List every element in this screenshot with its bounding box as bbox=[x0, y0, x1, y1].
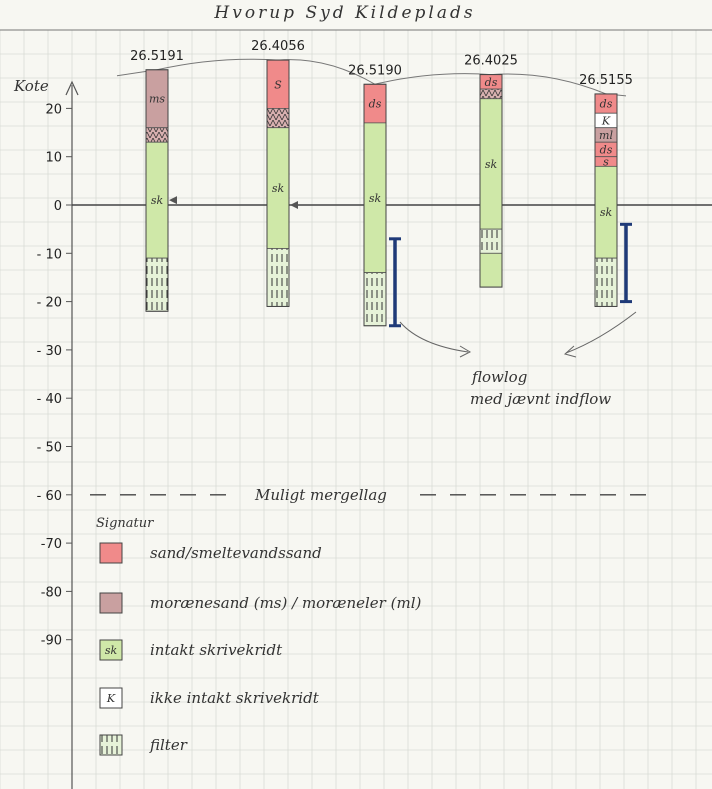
legend-swatch-skrivekridt bbox=[99, 639, 123, 661]
layer-moraene_mark bbox=[145, 127, 169, 143]
layer-filter bbox=[363, 272, 387, 327]
layer-filter bbox=[145, 257, 169, 312]
annotations: flowlog med jævnt indflow Muligt mergellag bbox=[90, 311, 650, 504]
layer-filter bbox=[479, 228, 503, 254]
axis-tick-label: -90 bbox=[41, 634, 62, 649]
boreholes: 26.5191 ms sk 26.4056 Ssk 26.5190 ds sk 26.4025 d… bbox=[130, 39, 633, 328]
layer-label: ml bbox=[599, 129, 613, 142]
flowlog-arrow-icon bbox=[565, 311, 637, 354]
borehole-26-5190: 26.5190 ds sk bbox=[348, 63, 402, 328]
layer-filter bbox=[594, 257, 618, 307]
axis-tick-label: 20 bbox=[45, 102, 62, 117]
legend: Signatur sand/smeltevandssand morænesand (… bbox=[96, 516, 421, 756]
layer-label: sk bbox=[600, 206, 613, 219]
axis-tick-label: - 20 bbox=[37, 296, 62, 311]
water-level-marker-icon bbox=[169, 196, 177, 205]
legend-item-label: morænesand (ms) / moræneler (ml) bbox=[150, 594, 421, 612]
borehole-outline bbox=[479, 74, 503, 288]
layer-label: ms bbox=[149, 93, 165, 106]
axis-arrow-icon bbox=[65, 80, 79, 96]
axis-label: Kote bbox=[13, 77, 49, 95]
layer-label: ds bbox=[600, 98, 613, 111]
flowlog-note-line1: flowlog bbox=[471, 368, 527, 386]
axis-tick-label: -70 bbox=[41, 537, 62, 552]
borehole-26-4056: 26.4056 Ssk bbox=[251, 39, 305, 307]
borehole-id-label: 26.5190 bbox=[348, 63, 402, 78]
arrow-head-icon bbox=[459, 345, 472, 358]
kote-axis: Kote 20 10 0 - 10 - 20 - 30 - 40 - 50 - 60 -70 -80 -… bbox=[13, 77, 712, 789]
legend-swatch-moraene bbox=[99, 592, 123, 614]
layer-moraene_mark bbox=[266, 108, 290, 129]
layer-label: K bbox=[601, 114, 611, 127]
arrow-head-icon bbox=[563, 345, 577, 358]
layer-skrivekridt bbox=[479, 252, 503, 288]
borehole-id-label: 26.5191 bbox=[130, 49, 184, 64]
legend-item-label: intakt skrivekridt bbox=[150, 641, 283, 659]
borehole-26-4025: 26.4025 ds sk bbox=[464, 54, 518, 288]
layer-label: ds bbox=[485, 76, 498, 89]
legend-swatch-filter bbox=[99, 734, 123, 756]
legend-item-label: sand/smeltevandssand bbox=[150, 544, 322, 562]
legend-code: K bbox=[106, 692, 116, 705]
legend-code: sk bbox=[105, 644, 118, 657]
layer-label: ds bbox=[600, 143, 613, 156]
layer-label: sk bbox=[485, 158, 498, 171]
axis-tick-label: -80 bbox=[41, 585, 62, 600]
layer-label: sk bbox=[272, 182, 285, 195]
borehole-id-label: 26.4025 bbox=[464, 54, 518, 69]
layer-moraene_mark bbox=[479, 88, 503, 100]
borehole-outline bbox=[266, 59, 290, 307]
legend-swatch-sand bbox=[99, 542, 123, 564]
layer-filter bbox=[266, 248, 290, 307]
layer-label: ds bbox=[369, 98, 382, 111]
legend-item-label: ikke intakt skrivekridt bbox=[150, 689, 320, 707]
borehole-outline bbox=[363, 83, 387, 327]
axis-tick-label: 10 bbox=[45, 151, 62, 166]
layer-label: sk bbox=[151, 194, 164, 207]
legend-swatch-kridt_ikke bbox=[99, 687, 123, 709]
flowlog-note-line2: med jævnt indflow bbox=[470, 390, 611, 408]
layer-label: sk bbox=[369, 192, 382, 205]
layer-label: s bbox=[603, 156, 609, 169]
axis-tick-label: - 30 bbox=[37, 344, 62, 359]
axis-tick-label: - 60 bbox=[37, 489, 62, 504]
diagram-title: Hvorup Syd Kildeplads bbox=[213, 3, 475, 23]
axis-tick-label: - 50 bbox=[37, 441, 62, 456]
axis-tick-label: - 40 bbox=[37, 392, 62, 407]
borehole-id-label: 26.4056 bbox=[251, 39, 305, 54]
water-level-marker-icon bbox=[290, 201, 298, 209]
legend-item-label: filter bbox=[149, 736, 188, 754]
mergellag-label: Muligt mergellag bbox=[254, 486, 387, 504]
legend-title: Signatur bbox=[96, 516, 154, 531]
borehole-26-5191: 26.5191 ms sk bbox=[130, 49, 184, 312]
axis-tick-label: 0 bbox=[54, 199, 62, 214]
borehole-outline bbox=[145, 69, 169, 312]
flowlog-arrow-icon bbox=[399, 321, 469, 353]
borehole-outline bbox=[594, 93, 618, 307]
borehole-id-label: 26.5155 bbox=[579, 73, 633, 88]
layer-label: S bbox=[274, 78, 282, 91]
axis-tick-label: - 10 bbox=[37, 247, 62, 262]
